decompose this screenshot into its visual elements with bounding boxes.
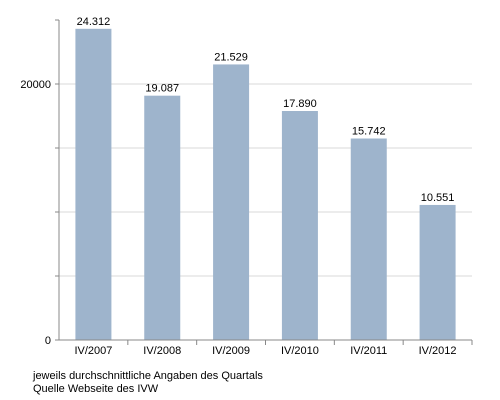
bar	[75, 28, 112, 341]
bar	[281, 111, 318, 341]
y-tick-label: 20000	[20, 79, 51, 91]
axes	[55, 19, 473, 345]
value-label: 10.551	[421, 192, 455, 204]
value-label: 19.087	[145, 83, 179, 95]
bar	[350, 138, 387, 340]
footnote-source: Quelle Webseite des IVW	[33, 383, 159, 395]
footnote-average: jeweils durchschnittliche Angaben des Qu…	[33, 370, 263, 382]
x-tick-label: IV/2008	[143, 345, 181, 357]
bar	[419, 204, 456, 340]
value-label: 24.312	[77, 16, 111, 28]
bars	[75, 28, 456, 341]
x-tick-label: IV/2007	[74, 345, 112, 357]
grid-lines	[59, 83, 472, 277]
value-label: 17.890	[283, 98, 317, 110]
value-label: 15.742	[352, 126, 386, 138]
value-label: 21.529	[214, 51, 248, 63]
bar	[213, 64, 250, 340]
x-tick-label: IV/2011	[350, 345, 387, 357]
x-tick-label: IV/2012	[419, 345, 457, 357]
y-tick-label: 0	[45, 335, 51, 347]
labels: 0 20000 24.312 IV/2007 19.087 IV/2008 21.529 IV…	[20, 16, 456, 357]
x-tick-label: IV/2010	[281, 345, 319, 357]
bar	[144, 95, 181, 340]
x-tick-label: IV/2009	[212, 345, 250, 357]
